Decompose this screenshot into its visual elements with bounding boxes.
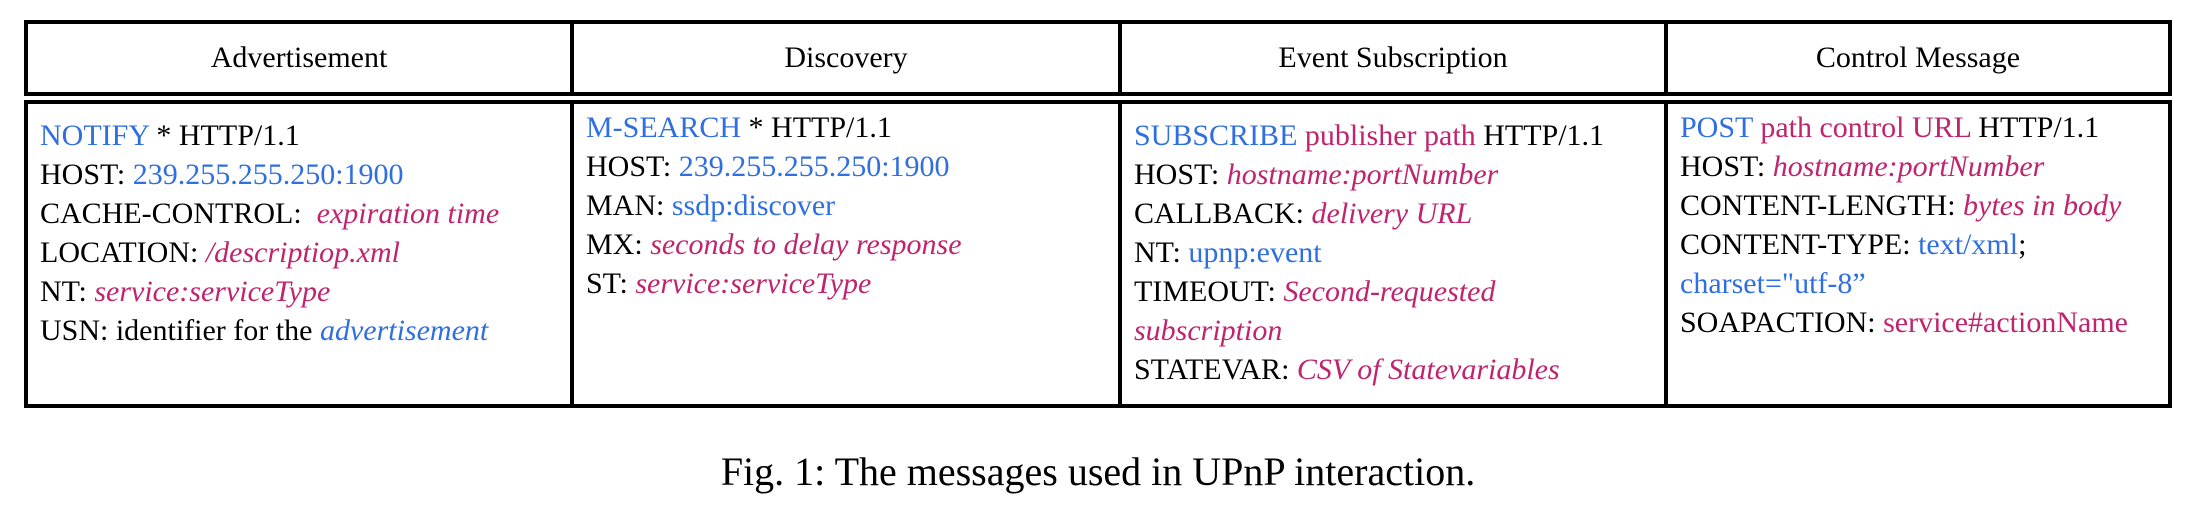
header-discovery: Discovery — [574, 24, 1122, 92]
header-control-message: Control Message — [1815, 41, 2021, 74]
ctl-line-content-type: CONTENT-TYPE: text/xml; — [1680, 225, 2168, 264]
discovery-cell: M-SEARCH * HTTP/1.1 HOST: 239.255.255.25… — [574, 104, 1122, 404]
disc-mx-key: MX: — [586, 228, 651, 261]
disc-st-val: service:serviceType — [635, 267, 872, 300]
adv-host-key: HOST: — [40, 158, 133, 191]
disc-line-mx: MX: seconds to delay response — [586, 225, 1118, 264]
table-header-row: Advertisement Discovery Event Subscripti… — [24, 20, 2172, 96]
evt-callback-val: delivery URL — [1311, 197, 1473, 230]
evt-timeout-key: TIMEOUT: — [1134, 275, 1284, 308]
adv-line-nt: NT: service:serviceType — [40, 272, 570, 311]
ctl-line-charset: charset="utf-8” — [1680, 264, 2168, 303]
disc-st-key: ST: — [586, 267, 636, 300]
control-message-cell: POST path control URL HTTP/1.1 HOST: hos… — [1668, 104, 2168, 404]
disc-line-st: ST: service:serviceType — [586, 264, 1118, 303]
disc-man-key: MAN: — [586, 189, 672, 222]
adv-nt-key: NT: — [40, 275, 95, 308]
ctl-type-end: ; — [2018, 228, 2027, 261]
ctl-soap-key: SOAPACTION: — [1680, 306, 1884, 339]
ctl-host-val: hostname:portNumber — [1772, 150, 2045, 183]
evt-path: publisher path — [1297, 119, 1476, 152]
ctl-line-content-length: CONTENT-LENGTH: bytes in body — [1680, 186, 2168, 225]
disc-line-host: HOST: 239.255.255.250:1900 — [586, 147, 1118, 186]
evt-method: SUBSCRIBE — [1134, 119, 1298, 152]
evt-statevar-val: CSV of Statevariables — [1296, 353, 1560, 386]
disc-request-rest: * HTTP/1.1 — [741, 111, 892, 144]
header-event-subscription: Event Subscription — [1122, 24, 1668, 92]
adv-cache-key: CACHE-CONTROL: — [40, 197, 317, 230]
evt-timeout-val: Second-requested — [1283, 275, 1496, 308]
evt-line-timeout: TIMEOUT: Second-requested — [1134, 272, 1664, 311]
disc-mx-val: seconds to delay response — [650, 228, 962, 261]
disc-line-man: MAN: ssdp:discover — [586, 186, 1118, 225]
ctl-charset-val: charset="utf-8” — [1680, 267, 1866, 300]
ctl-line-soapaction: SOAPACTION: service#actionName — [1680, 303, 2168, 342]
adv-host-val: 239.255.255.250:1900 — [132, 158, 404, 191]
ctl-soap-val: service#actionName — [1883, 306, 2128, 339]
adv-line-usn: USN: identifier for the advertisement — [40, 311, 570, 350]
table-body-row: NOTIFY * HTTP/1.1 HOST: 239.255.255.250:… — [24, 100, 2172, 408]
ctl-type-key: CONTENT-TYPE: — [1680, 228, 1919, 261]
adv-usn-val: advertisement — [319, 314, 489, 347]
advertisement-cell: NOTIFY * HTTP/1.1 HOST: 239.255.255.250:… — [28, 104, 574, 404]
adv-location-key: LOCATION: — [40, 236, 206, 269]
evt-callback-key: CALLBACK: — [1134, 197, 1312, 230]
ctl-length-val: bytes in body — [1963, 189, 2122, 222]
adv-nt-val: service:serviceType — [94, 275, 331, 308]
adv-usn-key: USN: identifier for the — [40, 314, 320, 347]
evt-nt-key: NT: — [1134, 236, 1189, 269]
ctl-request-rest: HTTP/1.1 — [1970, 111, 2100, 144]
adv-line-cache: CACHE-CONTROL: expiration time — [40, 194, 570, 233]
evt-host-val: hostname:portNumber — [1226, 158, 1499, 191]
ctl-path: path control URL — [1752, 111, 1971, 144]
evt-line-nt: NT: upnp:event — [1134, 233, 1664, 272]
evt-line-statevar: STATEVAR: CSV of Statevariables — [1134, 350, 1664, 389]
disc-host-val: 239.255.255.250:1900 — [678, 150, 950, 183]
evt-line-request: SUBSCRIBE publisher path HTTP/1.1 — [1134, 116, 1664, 155]
evt-statevar-key: STATEVAR: — [1134, 353, 1297, 386]
disc-host-key: HOST: — [586, 150, 679, 183]
adv-line-location: LOCATION: /descriptiop.xml — [40, 233, 570, 272]
event-subscription-cell: SUBSCRIBE publisher path HTTP/1.1 HOST: … — [1122, 104, 1668, 404]
header-advertisement: Advertisement — [28, 24, 574, 92]
evt-request-rest: HTTP/1.1 — [1475, 119, 1605, 152]
ctl-host-key: HOST: — [1680, 150, 1773, 183]
evt-timeout-val-cont: subscription — [1134, 314, 1283, 347]
disc-man-val: ssdp:discover — [671, 189, 836, 222]
disc-method: M-SEARCH — [586, 111, 742, 144]
adv-line-request: NOTIFY * HTTP/1.1 — [40, 116, 570, 155]
evt-nt-val: upnp:event — [1188, 236, 1322, 269]
evt-host-key: HOST: — [1134, 158, 1227, 191]
ctl-line-host: HOST: hostname:portNumber — [1680, 147, 2168, 186]
adv-method: NOTIFY — [40, 119, 149, 152]
evt-line-host: HOST: hostname:portNumber — [1134, 155, 1664, 194]
upnp-messages-table: Advertisement Discovery Event Subscripti… — [24, 20, 2172, 408]
ctl-length-key: CONTENT-LENGTH: — [1680, 189, 1964, 222]
ctl-type-val: text/xml — [1918, 228, 2019, 261]
disc-line-request: M-SEARCH * HTTP/1.1 — [586, 108, 1118, 147]
ctl-method: POST — [1680, 111, 1753, 144]
figure-caption: Fig. 1: The messages used in UPnP intera… — [720, 449, 1476, 494]
evt-line-callback: CALLBACK: delivery URL — [1134, 194, 1664, 233]
adv-request-rest: * HTTP/1.1 — [148, 119, 300, 152]
adv-cache-val: expiration time — [316, 197, 500, 230]
ctl-line-request: POST path control URL HTTP/1.1 — [1680, 108, 2168, 147]
adv-location-val: /descriptiop.xml — [205, 236, 400, 269]
adv-line-host: HOST: 239.255.255.250:1900 — [40, 155, 570, 194]
evt-line-timeout-cont: subscription — [1134, 311, 1664, 350]
